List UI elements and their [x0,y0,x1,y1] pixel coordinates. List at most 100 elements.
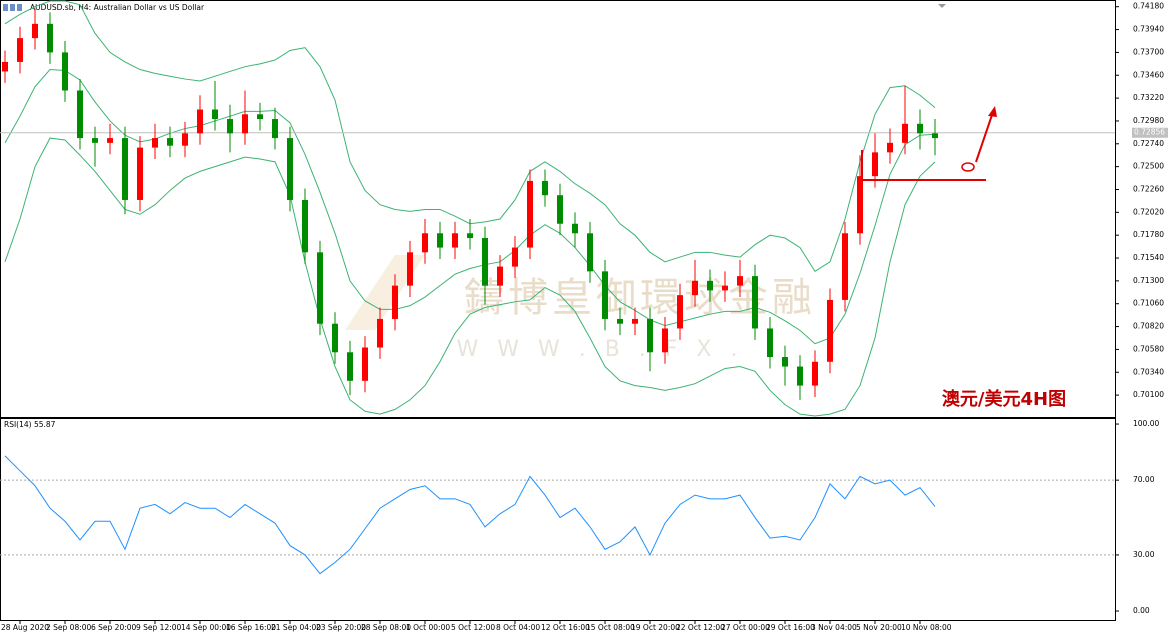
x-tick-label: 23 Sep 20:00 [316,623,366,632]
rsi-title: RSI(14) 55.87 [4,420,56,429]
candle-body [542,180,548,196]
y-tick-label: 100.00 [1133,419,1159,428]
candle-body [557,195,563,224]
y-tick-label: 0.73220 [1133,93,1164,102]
candle-body [827,299,833,362]
y-tick-label: 0.72500 [1133,162,1164,171]
candle-body [17,38,23,62]
candle-body [857,176,863,234]
candle-body [692,280,698,296]
x-tick-label: 5 Oct 12:00 [451,623,495,632]
y-tick-label: 0.71300 [1133,276,1164,285]
candle-body [257,114,263,120]
rsi-line [4,455,936,575]
candle-body [662,328,668,353]
candle-body [92,138,98,143]
candle-body [107,138,113,143]
y-tick-label: 0.72980 [1133,116,1164,125]
y-tick-label: 0.70340 [1133,367,1164,376]
candle-body [287,138,293,200]
bollinger-middle [4,69,936,345]
candle-body [272,119,278,139]
candle-body [62,52,68,91]
y-tick-label: 0.00 [1133,606,1150,615]
candle-body [392,285,398,319]
candle-body [632,318,638,324]
x-tick-label: 8 Oct 04:00 [496,623,540,632]
candle-body [497,266,503,286]
candle-body [707,280,713,291]
x-tick-label: 28 Aug 2020 [1,623,49,632]
watermark-logo [345,255,425,330]
candle-body [467,233,473,239]
candle-body [212,109,218,120]
candle-body [527,180,533,248]
x-tick-label: 16 Sep 16:00 [226,623,276,632]
y-tick-label: 0.71540 [1133,253,1164,262]
header: AUDUSD.sb, H4: Australian Dollar vs US D… [3,3,946,429]
arrow [975,111,994,163]
x-tick-label: 14 Sep 00:00 [181,623,231,632]
candle-body [197,109,203,134]
y-tick-label: 0.70100 [1133,390,1164,399]
candle-body [377,318,383,348]
y-tick-label: 0.72020 [1133,207,1164,216]
x-tick-label: 12 Oct 16:00 [541,623,590,632]
y-tick-label: 70.00 [1133,475,1155,484]
rsi-panel [0,418,1116,621]
candle-body [902,123,908,143]
y-tick-label: 0.73940 [1133,25,1164,34]
x-tick-label: 9 Sep 12:00 [136,623,182,632]
candle-body [347,352,353,381]
candle-body [317,252,323,324]
candle-body [77,90,83,139]
candle-body [227,119,233,134]
candle-body [512,247,518,267]
x-tick-label: 5 Nov 20:00 [856,623,902,632]
candle-body [182,133,188,146]
x-tick-label: 6 Sep 20:00 [91,623,137,632]
y-tick-label: 0.71060 [1133,299,1164,308]
y-tick-label: 0.71780 [1133,230,1164,239]
candle-body [452,233,458,248]
candle-body [47,23,53,53]
candle-body [407,252,413,286]
y-tick-label: 0.73460 [1133,70,1164,79]
watermark-url: W W W . B . F X . [456,337,743,362]
y-tick-label: 0.73700 [1133,47,1164,56]
y-tick-label: 30.00 [1133,550,1155,559]
candle-body [917,123,923,134]
candle-body [422,233,428,253]
x-tick-label: 3 Nov 04:00 [811,623,857,632]
x-tick-label: 22 Oct 12:00 [676,623,725,632]
candle-body [137,147,143,200]
candle-body [932,133,938,139]
candle-body [602,271,608,319]
watermark: 鑄博皇御環球金融 W W W . B . F X . [345,255,812,362]
candle-body [737,276,743,286]
x-tick-label: 2 Sep 08:00 [46,623,92,632]
x-tick-label: 29 Oct 16:00 [766,623,815,632]
candle-body [482,238,488,286]
y-tick-label: 0.72260 [1133,184,1164,193]
icon [3,4,8,11]
candle-body [767,328,773,358]
candle-body [332,323,338,353]
circle-mark [961,162,975,172]
candle-body [722,285,728,291]
candle-body [872,152,878,177]
candle-body [122,138,128,200]
candle-body [752,276,758,329]
x-tick-label: 19 Oct 20:00 [631,623,680,632]
candle-body [842,233,848,300]
y-tick-label: 0.70820 [1133,322,1164,331]
icon [17,4,22,11]
candle-body [587,233,593,272]
x-tick-label: 15 Oct 08:00 [586,623,635,632]
bollinger-lower [4,137,936,417]
candle-body [797,366,803,386]
candle-body [437,233,443,248]
candle-body [242,114,248,134]
current-price-box [1132,127,1168,138]
